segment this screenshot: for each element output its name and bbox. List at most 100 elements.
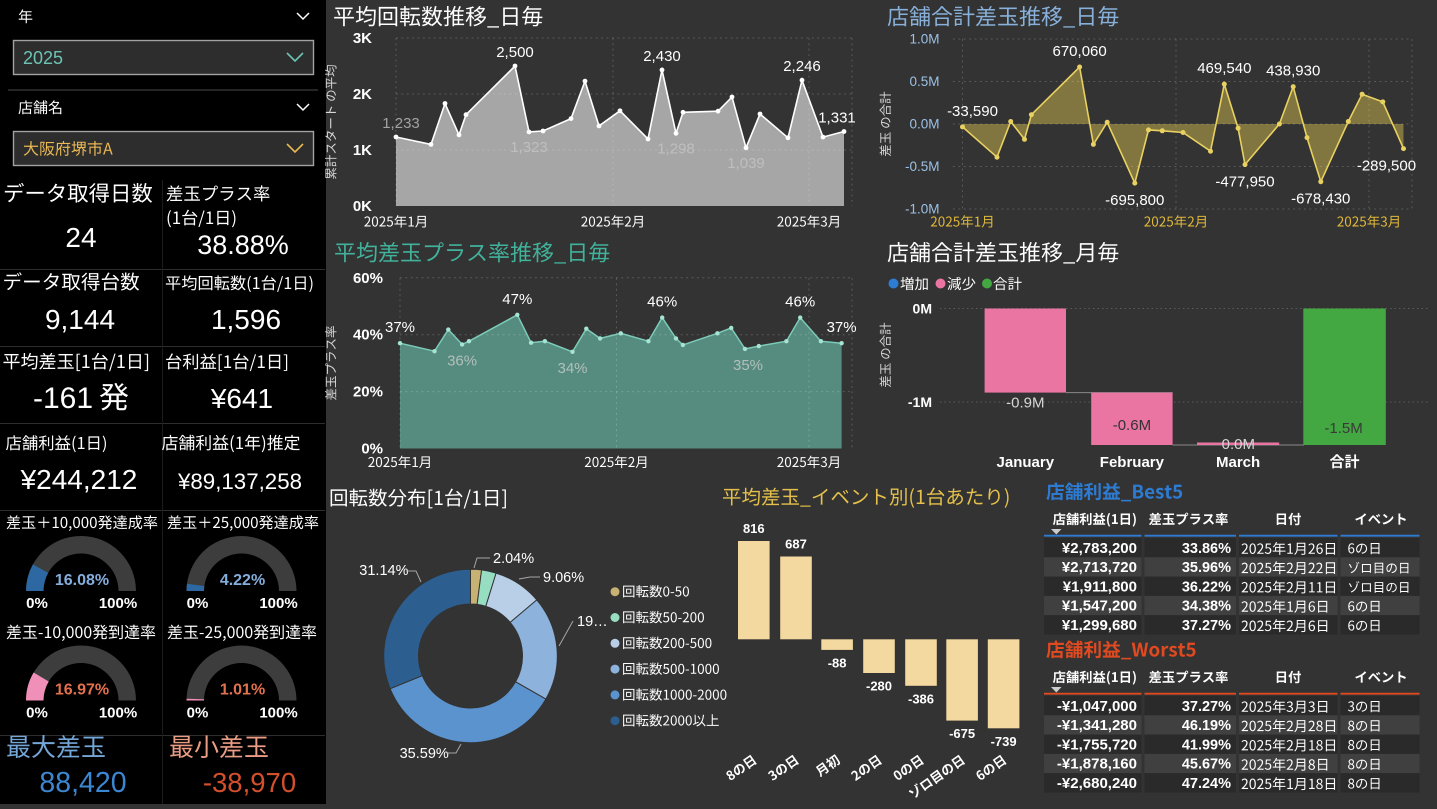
- svg-text:35%: 35%: [733, 357, 763, 374]
- svg-text:37%: 37%: [827, 319, 857, 336]
- svg-text:1,298: 1,298: [657, 140, 695, 157]
- svg-text:20%: 20%: [353, 384, 383, 401]
- svg-text:9.06%: 9.06%: [543, 570, 584, 586]
- svg-text:¥2,783,200: ¥2,783,200: [1062, 540, 1137, 557]
- svg-text:438,930: 438,930: [1266, 63, 1320, 80]
- svg-text:100%: 100%: [99, 595, 137, 612]
- svg-text:46%: 46%: [647, 294, 677, 311]
- svg-text:41.99%: 41.99%: [1182, 737, 1231, 753]
- svg-text:2.04%: 2.04%: [493, 551, 534, 567]
- svg-text:¥1,547,200: ¥1,547,200: [1062, 598, 1137, 615]
- svg-text:47%: 47%: [502, 291, 532, 308]
- svg-text:-386: -386: [908, 691, 934, 706]
- svg-text:-739: -739: [991, 734, 1017, 749]
- svg-text:1,039: 1,039: [727, 155, 765, 172]
- svg-text:1.0M: 1.0M: [909, 32, 939, 47]
- svg-text:-0.9M: -0.9M: [1006, 395, 1044, 412]
- svg-text:¥89,137,258: ¥89,137,258: [177, 469, 302, 494]
- svg-text:0.0M: 0.0M: [1222, 436, 1255, 453]
- svg-text:46%: 46%: [785, 294, 815, 311]
- svg-text:0K: 0K: [353, 198, 372, 215]
- svg-text:-675: -675: [949, 726, 975, 741]
- svg-text:816: 816: [743, 521, 765, 536]
- svg-text:670,060: 670,060: [1053, 43, 1107, 60]
- svg-text:0.5M: 0.5M: [909, 74, 939, 89]
- svg-text:4.22%: 4.22%: [220, 572, 265, 589]
- svg-text:February: February: [1100, 454, 1165, 471]
- svg-text:-¥1,755,720: -¥1,755,720: [1057, 736, 1137, 753]
- svg-text:-678,430: -678,430: [1291, 191, 1350, 208]
- svg-text:45.67%: 45.67%: [1182, 757, 1231, 773]
- svg-text:0%: 0%: [187, 595, 209, 612]
- svg-text:1K: 1K: [353, 142, 372, 159]
- svg-text:31.14%: 31.14%: [359, 563, 408, 579]
- svg-text:2,430: 2,430: [643, 48, 681, 65]
- svg-text:-33,590: -33,590: [947, 103, 998, 120]
- svg-text:-0.6M: -0.6M: [1113, 417, 1151, 434]
- svg-text:-¥1,047,000: -¥1,047,000: [1057, 698, 1137, 715]
- svg-text:-280: -280: [866, 679, 892, 694]
- svg-text:38.88%: 38.88%: [197, 230, 289, 260]
- svg-text:469,540: 469,540: [1197, 60, 1251, 77]
- svg-text:0.0M: 0.0M: [909, 117, 939, 132]
- svg-text:100%: 100%: [259, 595, 297, 612]
- svg-text:60%: 60%: [353, 270, 383, 287]
- svg-text:2,246: 2,246: [783, 58, 821, 75]
- svg-text:35.59%: 35.59%: [400, 746, 449, 762]
- svg-text:-88: -88: [828, 655, 847, 670]
- svg-text:-38,970: -38,970: [203, 767, 296, 798]
- svg-text:37.27%: 37.27%: [1182, 618, 1231, 634]
- svg-text:¥2,713,720: ¥2,713,720: [1062, 559, 1137, 576]
- svg-text:-289,500: -289,500: [1357, 158, 1416, 175]
- svg-text:9,144: 9,144: [45, 304, 115, 335]
- svg-text:37%: 37%: [385, 319, 415, 336]
- svg-text:1,331: 1,331: [818, 109, 856, 126]
- svg-text:35.96%: 35.96%: [1182, 560, 1231, 576]
- svg-text:34.38%: 34.38%: [1182, 599, 1231, 615]
- svg-text:-¥1,341,280: -¥1,341,280: [1057, 717, 1137, 734]
- svg-text:0%: 0%: [187, 705, 209, 722]
- svg-text:16.08%: 16.08%: [55, 572, 109, 589]
- svg-text:1,596: 1,596: [211, 304, 281, 335]
- svg-text:100%: 100%: [259, 705, 297, 722]
- svg-text:¥1,911,800: ¥1,911,800: [1063, 578, 1137, 595]
- svg-text:34%: 34%: [557, 360, 587, 377]
- svg-text:January: January: [997, 454, 1055, 471]
- svg-text:2K: 2K: [353, 86, 372, 103]
- svg-text:88,420: 88,420: [39, 767, 126, 799]
- svg-text:-477,950: -477,950: [1215, 174, 1274, 191]
- svg-text:36.22%: 36.22%: [1182, 579, 1231, 595]
- svg-text:1.01%: 1.01%: [220, 682, 265, 699]
- svg-text:-¥1,878,160: -¥1,878,160: [1057, 756, 1137, 773]
- svg-text:37.27%: 37.27%: [1182, 699, 1231, 715]
- svg-text:46.19%: 46.19%: [1182, 718, 1231, 734]
- svg-text:16.97%: 16.97%: [55, 682, 109, 699]
- svg-text:¥1,299,680: ¥1,299,680: [1062, 617, 1137, 634]
- svg-text:¥244,212: ¥244,212: [20, 464, 138, 495]
- svg-text:1,233: 1,233: [382, 115, 420, 132]
- svg-text:33.86%: 33.86%: [1182, 541, 1231, 557]
- svg-text:2,500: 2,500: [496, 44, 534, 61]
- svg-text:47.24%: 47.24%: [1182, 776, 1231, 792]
- svg-text:-1.0M: -1.0M: [905, 202, 940, 217]
- svg-text:0M: 0M: [913, 301, 932, 317]
- svg-text:100%: 100%: [99, 705, 137, 722]
- svg-text:-695,800: -695,800: [1105, 192, 1164, 209]
- svg-text:3K: 3K: [353, 30, 372, 47]
- svg-text:-0.5M: -0.5M: [905, 159, 940, 174]
- svg-text:687: 687: [785, 537, 807, 552]
- svg-text:0%: 0%: [26, 595, 48, 612]
- svg-text:-¥2,680,240: -¥2,680,240: [1057, 775, 1137, 792]
- svg-text:-1M: -1M: [908, 394, 932, 410]
- svg-text:¥641: ¥641: [210, 383, 273, 414]
- svg-text:2025: 2025: [23, 48, 63, 68]
- svg-text:40%: 40%: [353, 327, 383, 344]
- svg-text:36%: 36%: [447, 352, 477, 369]
- svg-text:0%: 0%: [26, 705, 48, 722]
- svg-text:19…: 19…: [577, 614, 608, 630]
- svg-text:March: March: [1216, 454, 1260, 471]
- svg-text:1,323: 1,323: [510, 139, 548, 156]
- svg-text:24: 24: [65, 222, 96, 253]
- svg-text:-161: -161: [33, 382, 93, 415]
- svg-text:-1.5M: -1.5M: [1324, 420, 1362, 437]
